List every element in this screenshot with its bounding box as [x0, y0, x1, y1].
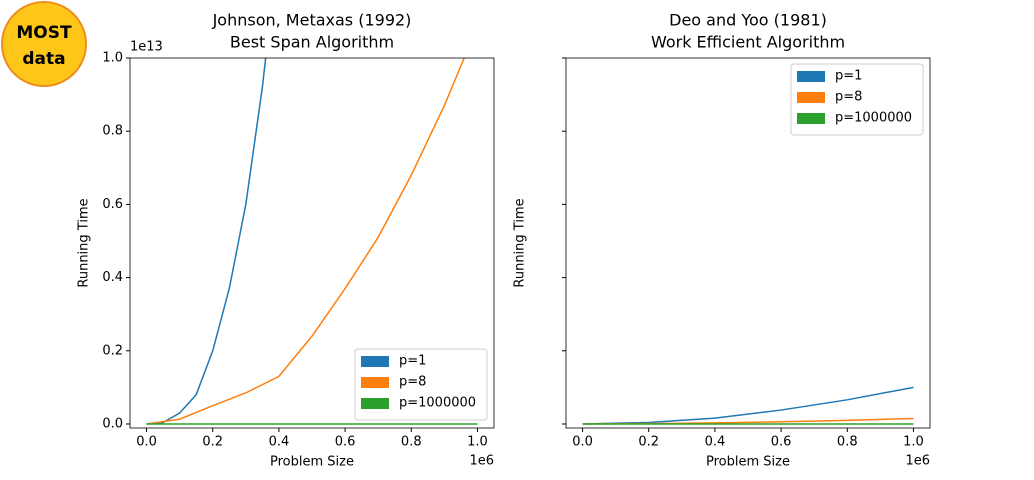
x-offset: 1e6	[469, 454, 494, 469]
legend-swatch	[361, 356, 389, 367]
x-tick-label: 0.8	[401, 435, 422, 450]
badge-circle	[1, 1, 87, 87]
x-tick-label: 1.0	[467, 435, 488, 450]
legend-swatch	[361, 377, 389, 388]
x-tick-label: 1.0	[903, 435, 924, 450]
legend-swatch	[797, 113, 825, 124]
x-tick-label: 0.2	[202, 435, 223, 450]
y-offset: 1e13	[130, 40, 163, 55]
chart-title: Deo and Yoo (1981)	[669, 11, 827, 30]
series-line	[582, 386, 914, 425]
chart-title: Johnson, Metaxas (1992)	[212, 11, 412, 30]
chart-subtitle: Work Efficient Algorithm	[651, 33, 845, 52]
x-tick-label: 0.4	[269, 435, 290, 450]
axes-frame	[565, 57, 931, 429]
plot-area	[582, 386, 914, 425]
legend-label: p=1000000	[835, 111, 912, 126]
y-axis-label: Running Time	[77, 198, 92, 287]
series-line	[582, 417, 914, 425]
badge-text: data	[22, 49, 65, 69]
badge-text: MOST	[16, 23, 72, 43]
x-tick-label: 0.4	[705, 435, 726, 450]
x-tick-label: 0.0	[136, 435, 157, 450]
legend-label: p=1	[835, 69, 862, 84]
badge: MOST data	[1, 1, 87, 87]
x-tick-label: 0.0	[572, 435, 593, 450]
y-tick-label: 0.2	[102, 343, 123, 358]
series-line	[146, 58, 267, 425]
x-tick-label: 0.8	[837, 435, 858, 450]
series-line	[146, 58, 465, 425]
legend-label: p=8	[835, 90, 862, 105]
plot-area	[146, 58, 478, 425]
x-offset: 1e6	[905, 454, 930, 469]
chart-subtitle: Best Span Algorithm	[230, 33, 394, 52]
legend-swatch	[361, 398, 389, 409]
axes-frame	[129, 57, 495, 429]
y-tick-label: 0.6	[102, 197, 123, 212]
x-axis-label: Problem Size	[270, 455, 354, 470]
y-tick-label: 0.8	[102, 124, 123, 139]
legend-swatch	[797, 71, 825, 82]
y-tick-label: 0.4	[102, 270, 123, 285]
legend-label: p=1000000	[399, 396, 476, 411]
legend-swatch	[797, 92, 825, 103]
x-tick-label: 0.2	[638, 435, 659, 450]
y-tick-label: 0.0	[102, 416, 123, 431]
y-axis-label: Running Time	[513, 198, 528, 287]
x-axis-label: Problem Size	[706, 455, 790, 470]
x-tick-label: 0.6	[771, 435, 792, 450]
y-tick-label: 1.0	[102, 51, 123, 66]
legend-label: p=1	[399, 354, 426, 369]
x-tick-label: 0.6	[335, 435, 356, 450]
legend-label: p=8	[399, 375, 426, 390]
